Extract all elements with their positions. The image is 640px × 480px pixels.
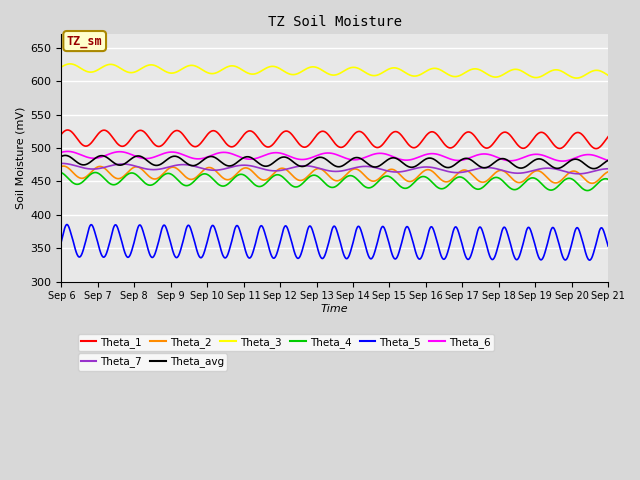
Theta_5 [63, 222, 70, 228]
Theta_7 [100, 165, 108, 170]
Text: TZ_sm: TZ_sm [67, 35, 102, 48]
Theta_2 [100, 165, 108, 171]
Theta_1 [301, 144, 309, 150]
Theta_5 [369, 254, 377, 260]
Theta_1 [64, 127, 72, 133]
Theta_6 [301, 156, 309, 162]
Line: Theta_6: Theta_6 [61, 151, 608, 161]
Theta_2 [301, 176, 309, 181]
Line: Theta_1: Theta_1 [61, 130, 608, 149]
Theta_6 [122, 150, 130, 156]
Theta_4 [290, 184, 298, 190]
Theta_2 [311, 167, 319, 173]
Theta_7 [290, 165, 298, 170]
Theta_1 [311, 134, 319, 140]
Theta_6 [369, 152, 377, 157]
Theta_7 [58, 160, 66, 166]
Theta_3 [301, 67, 309, 72]
Theta_7 [369, 164, 377, 170]
Theta_4 [604, 177, 612, 182]
Theta_6 [290, 155, 298, 161]
Theta_2 [604, 169, 612, 175]
Theta_3 [311, 64, 319, 70]
Theta_1 [604, 134, 612, 140]
Theta_4 [100, 175, 108, 181]
Theta_1 [100, 127, 108, 133]
Theta_1 [58, 131, 65, 137]
Theta_4 [58, 170, 65, 176]
Theta_6 [64, 148, 72, 154]
Y-axis label: Soil Moisture (mV): Soil Moisture (mV) [15, 107, 25, 209]
Theta_1 [592, 146, 600, 152]
Theta_6 [100, 153, 108, 159]
Theta_1 [290, 134, 298, 140]
Theta_2 [588, 180, 596, 186]
Line: Theta_3: Theta_3 [61, 64, 608, 78]
Line: Theta_avg: Theta_avg [61, 156, 608, 168]
Line: Theta_5: Theta_5 [61, 225, 608, 260]
Theta_3 [58, 64, 65, 70]
Theta_3 [604, 72, 612, 78]
Theta_2 [60, 163, 67, 169]
Theta_5 [100, 254, 108, 260]
Theta_avg [604, 157, 612, 163]
Theta_avg [311, 156, 319, 162]
Theta_7 [301, 163, 309, 168]
Theta_2 [122, 171, 130, 177]
Line: Theta_7: Theta_7 [61, 163, 608, 174]
Theta_4 [584, 188, 591, 193]
Theta_5 [290, 247, 298, 252]
Theta_5 [586, 257, 593, 263]
Theta_4 [92, 169, 99, 175]
Theta_4 [369, 183, 377, 189]
Theta_7 [575, 171, 583, 177]
Theta_3 [122, 69, 130, 74]
Theta_avg [590, 166, 598, 171]
Theta_4 [122, 172, 130, 178]
Theta_3 [290, 72, 298, 77]
Theta_4 [301, 178, 309, 184]
Theta_2 [58, 164, 65, 169]
Theta_2 [369, 178, 377, 184]
Theta_avg [301, 163, 309, 169]
Theta_7 [58, 160, 65, 166]
Theta_5 [58, 238, 65, 244]
Theta_1 [369, 142, 377, 148]
X-axis label: Time: Time [321, 304, 349, 314]
Title: TZ Soil Moisture: TZ Soil Moisture [268, 15, 402, 29]
Theta_6 [311, 154, 319, 159]
Theta_3 [100, 63, 108, 69]
Theta_2 [290, 174, 298, 180]
Theta_7 [311, 164, 319, 170]
Theta_3 [67, 61, 74, 67]
Theta_avg [61, 153, 69, 158]
Theta_5 [301, 237, 309, 243]
Theta_6 [58, 149, 65, 155]
Theta_avg [58, 154, 65, 159]
Legend: Theta_7, Theta_avg: Theta_7, Theta_avg [77, 353, 227, 371]
Theta_6 [604, 157, 612, 163]
Theta_avg [369, 164, 377, 169]
Theta_5 [311, 235, 319, 241]
Theta_4 [311, 172, 319, 178]
Theta_5 [604, 243, 612, 249]
Theta_7 [122, 161, 130, 167]
Theta_3 [573, 75, 580, 81]
Theta_avg [290, 159, 298, 165]
Theta_avg [100, 153, 108, 159]
Theta_6 [559, 158, 566, 164]
Theta_3 [369, 72, 377, 78]
Theta_5 [122, 253, 130, 259]
Theta_avg [122, 160, 130, 166]
Line: Theta_2: Theta_2 [61, 166, 608, 183]
Theta_7 [604, 166, 612, 172]
Line: Theta_4: Theta_4 [61, 172, 608, 191]
Theta_1 [122, 142, 130, 147]
